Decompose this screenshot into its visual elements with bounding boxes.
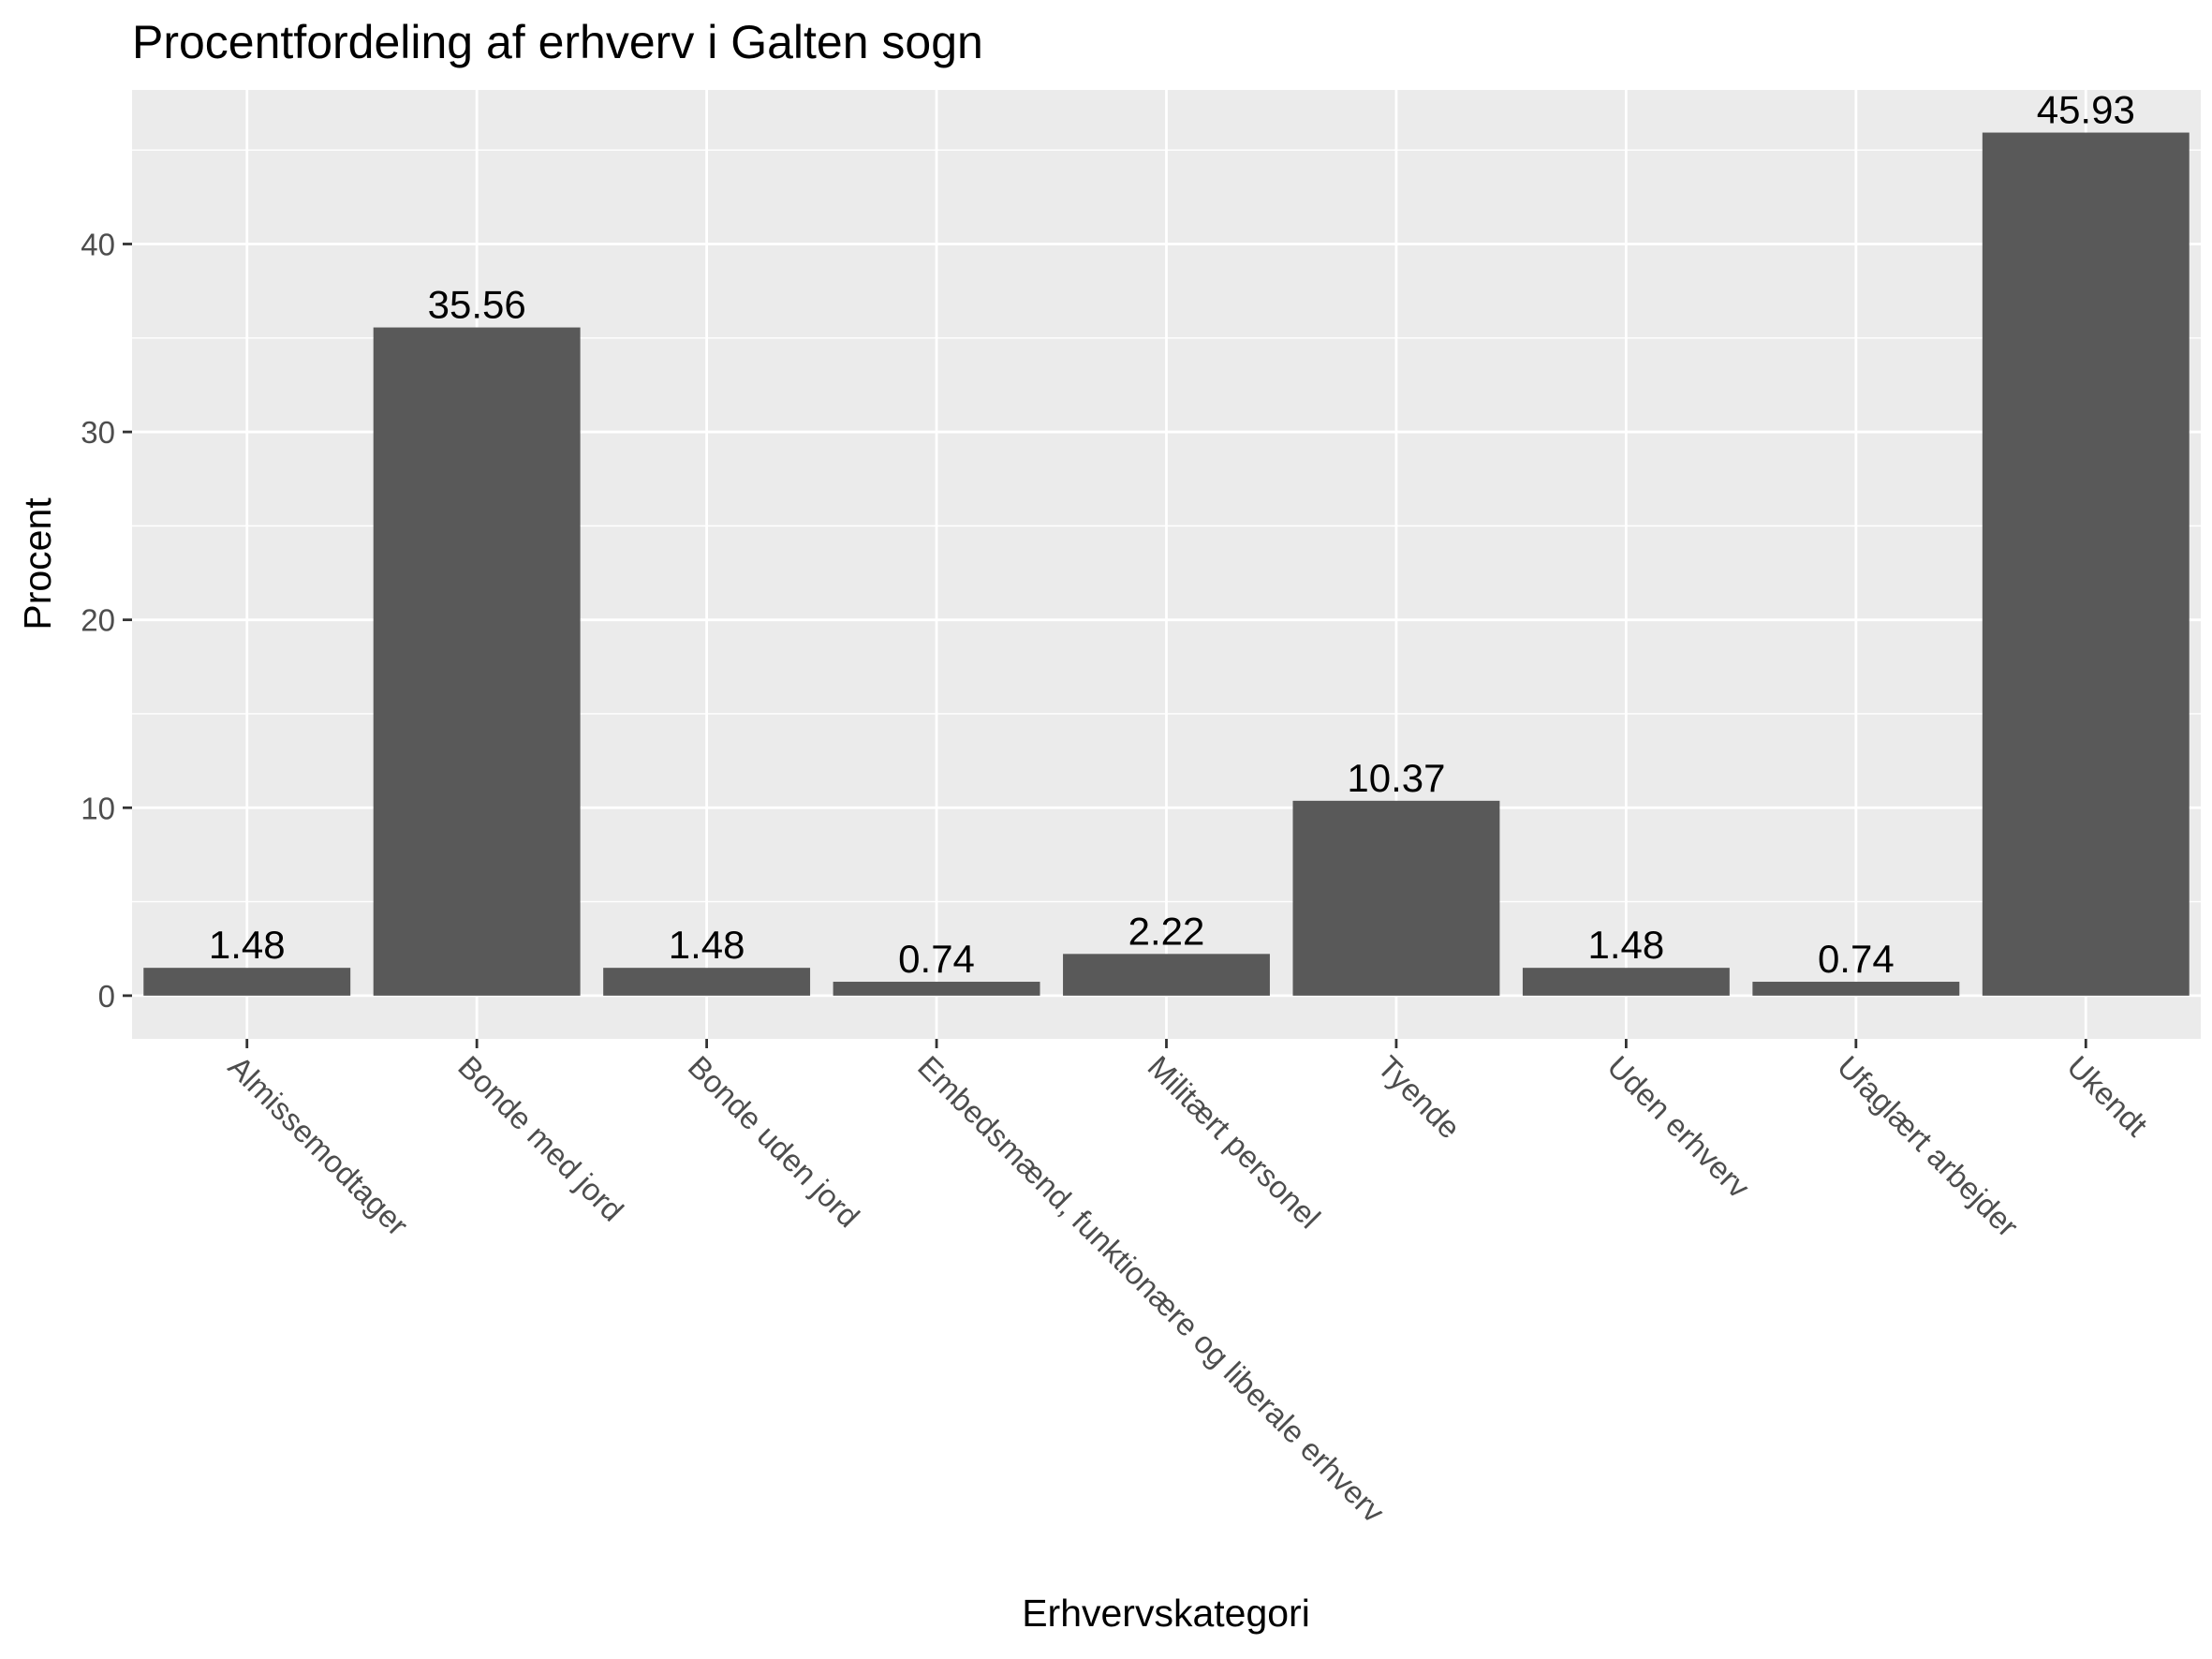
- y-tick-label: 40: [81, 227, 115, 261]
- bar: [373, 327, 581, 996]
- y-tick-label: 10: [81, 791, 115, 825]
- bar: [1063, 954, 1270, 996]
- bar-value-label: 2.22: [1128, 909, 1205, 953]
- bars: [143, 132, 2190, 996]
- x-tick-label: Ukendt: [2060, 1049, 2154, 1143]
- bar-value-label: 35.56: [428, 283, 526, 327]
- x-axis-title: Erhvervskategori: [1022, 1592, 1310, 1635]
- x-axis: Almissemodtager Bonde med jord Bonde uden …: [222, 1039, 2154, 1530]
- bar-value-label: 10.37: [1347, 756, 1445, 800]
- y-tick-label: 0: [98, 979, 115, 1014]
- bar: [603, 968, 811, 996]
- bar: [1982, 132, 2190, 996]
- x-tick-label: Embedsmænd, funktionære og liberale erhv…: [911, 1049, 1392, 1530]
- bar-value-label: 0.74: [1818, 937, 1895, 981]
- x-tick-label: Militært personel: [1142, 1049, 1328, 1236]
- bar-value-label: 1.48: [669, 923, 745, 967]
- x-tick-label: Ufaglært arbejder: [1831, 1049, 2026, 1244]
- y-axis-title: Procent: [16, 497, 59, 630]
- x-tick-label: Almissemodtager: [222, 1049, 415, 1242]
- bar-value-label: 0.74: [898, 937, 975, 981]
- bar: [1522, 968, 1730, 996]
- y-tick-label: 20: [81, 603, 115, 638]
- x-tick-label: Bonde uden jord: [682, 1049, 866, 1234]
- x-tick-label: Bonde med jord: [451, 1049, 630, 1228]
- bar-value-label: 45.93: [2037, 88, 2135, 132]
- bar: [1292, 800, 1500, 996]
- bar-labels: 1.48 35.56 1.48 0.74 2.22 10.37 1.48 0.74 45.93: [209, 88, 2135, 981]
- x-tick-label: Tyende: [1371, 1049, 1467, 1146]
- x-tick-label: Uden erhverv: [1600, 1049, 1757, 1206]
- chart-title: Procentfordeling af erhverv i Galten sog…: [132, 16, 983, 68]
- bar-value-label: 1.48: [209, 923, 286, 967]
- bar-value-label: 1.48: [1588, 923, 1665, 967]
- bar: [143, 968, 351, 996]
- y-axis: 0 10 20 30 40: [81, 227, 132, 1014]
- bar: [833, 982, 1040, 996]
- y-tick-label: 30: [81, 415, 115, 450]
- bar: [1752, 982, 1960, 996]
